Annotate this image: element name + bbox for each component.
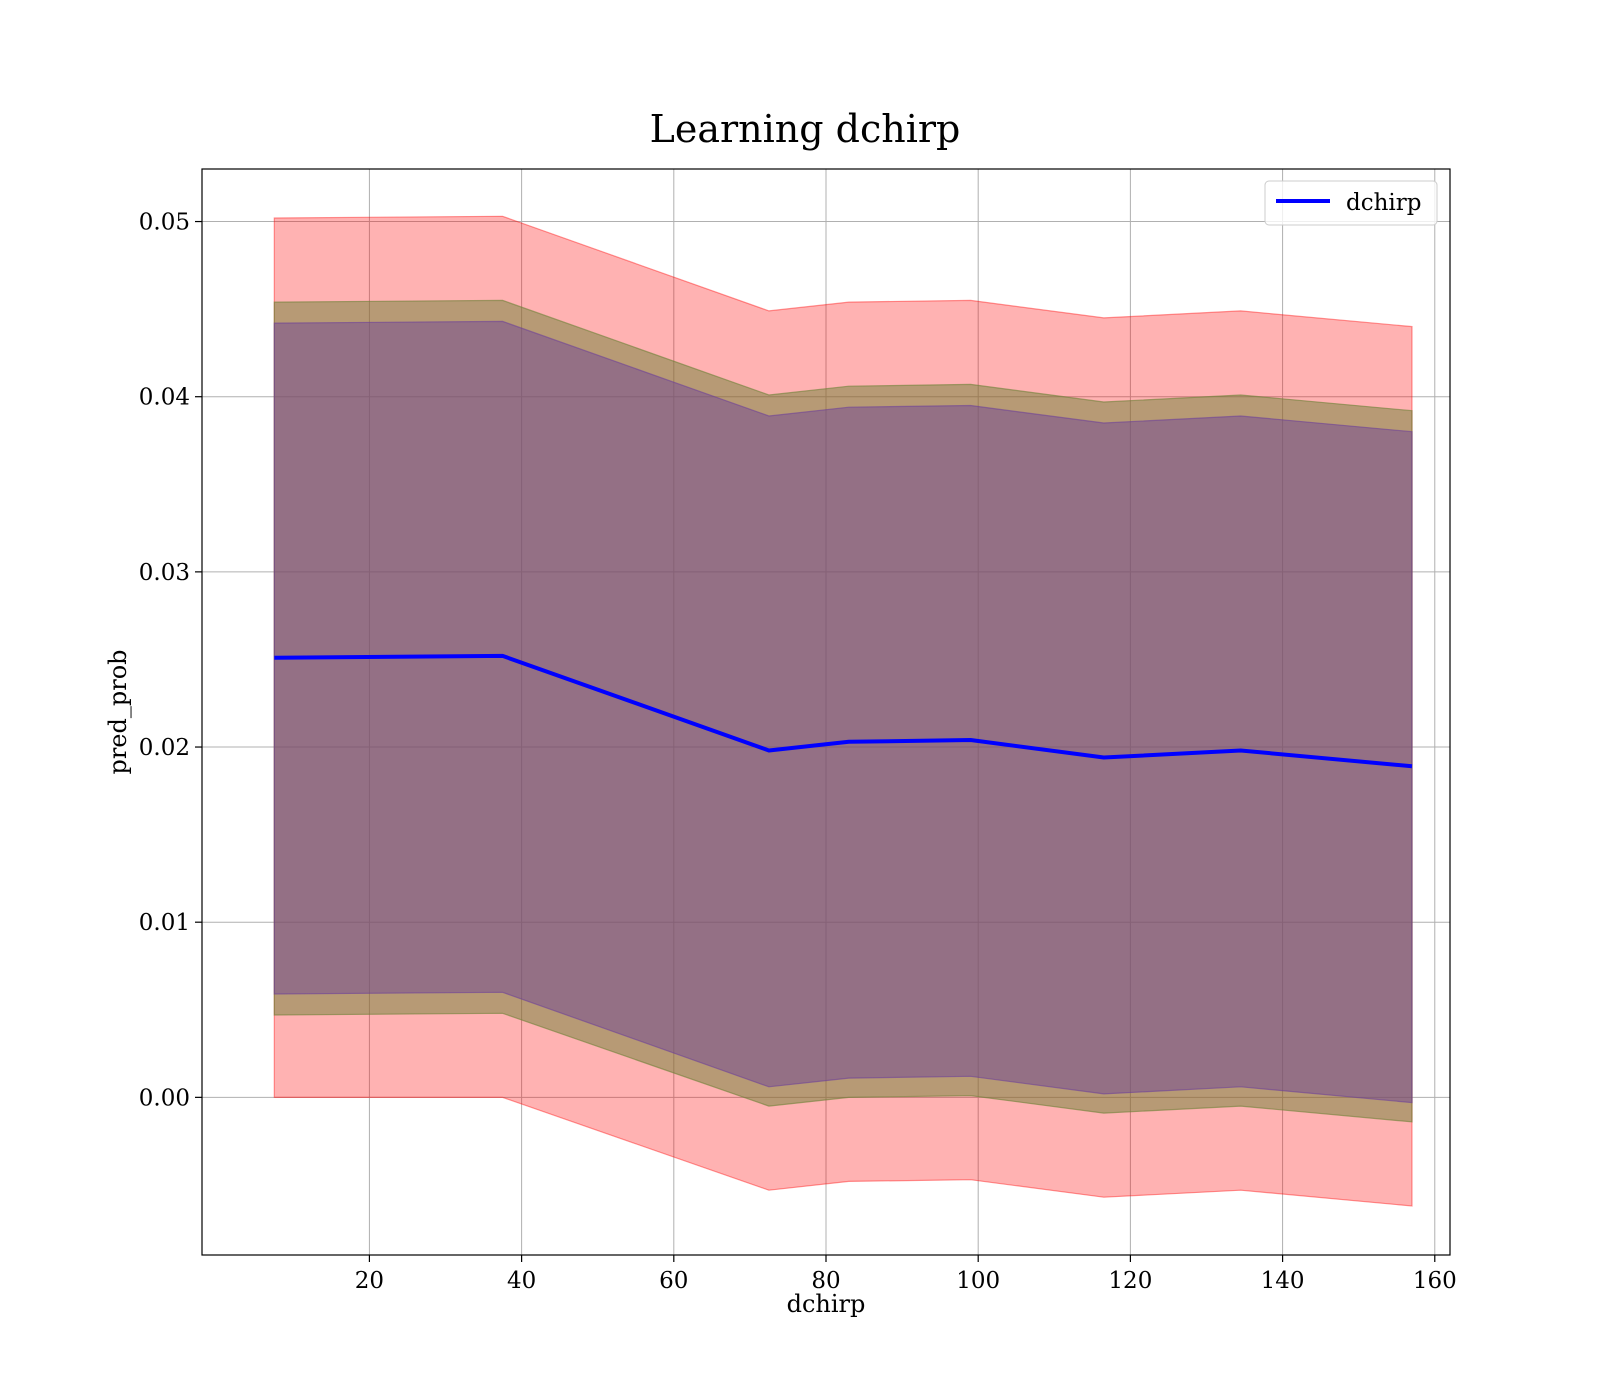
y-tick-label: 0.02 (139, 735, 190, 761)
x-axis-ticks: 20 40 60 80 100 120 140 160 (355, 1255, 1457, 1294)
y-tick-label: 0.04 (139, 385, 190, 411)
confidence-band-3 (273, 320, 1413, 1104)
x-tick-label: 40 (507, 1268, 536, 1294)
confidence-band-2 (273, 299, 1413, 1123)
legend-label: dchirp (1346, 190, 1422, 216)
y-tick-label: 0.03 (139, 560, 190, 586)
legend-box (1264, 180, 1438, 226)
series-lines (274, 653, 1413, 769)
x-tick-label: 80 (811, 1268, 840, 1294)
series-line-1 (274, 653, 1413, 769)
y-tick-label: 0.01 (139, 910, 190, 936)
x-tick-label: 160 (1413, 1268, 1457, 1294)
x-tick-label: 20 (355, 1268, 384, 1294)
chart-title: Learning dchirp (650, 107, 961, 151)
legend: dchirp (1264, 180, 1438, 226)
x-tick-label: 140 (1261, 1268, 1305, 1294)
confidence-bands (273, 215, 1413, 1207)
x-tick-label: 120 (1108, 1268, 1152, 1294)
y-axis-label: pred_prob (104, 649, 132, 774)
x-tick-label: 100 (956, 1268, 1000, 1294)
x-axis-label: dchirp (787, 1290, 866, 1318)
y-axis-ticks: 0.00 0.01 0.02 0.03 0.04 0.05 (139, 210, 202, 1111)
y-tick-label: 0.00 (139, 1085, 190, 1111)
y-tick-label: 0.05 (139, 210, 190, 236)
x-tick-label: 60 (659, 1268, 688, 1294)
